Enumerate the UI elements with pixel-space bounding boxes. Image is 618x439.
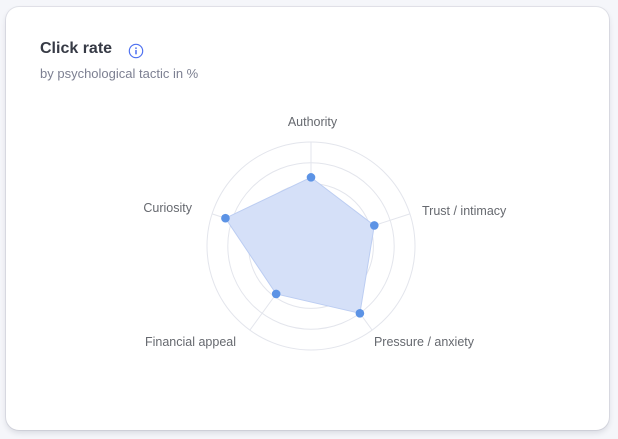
svg-text:Curiosity: Curiosity	[143, 201, 192, 215]
svg-text:Trust / intimacy: Trust / intimacy	[422, 204, 507, 218]
svg-text:Pressure / anxiety: Pressure / anxiety	[374, 335, 475, 349]
svg-text:Financial appeal: Financial appeal	[145, 335, 236, 349]
svg-text:Authority: Authority	[288, 115, 338, 129]
